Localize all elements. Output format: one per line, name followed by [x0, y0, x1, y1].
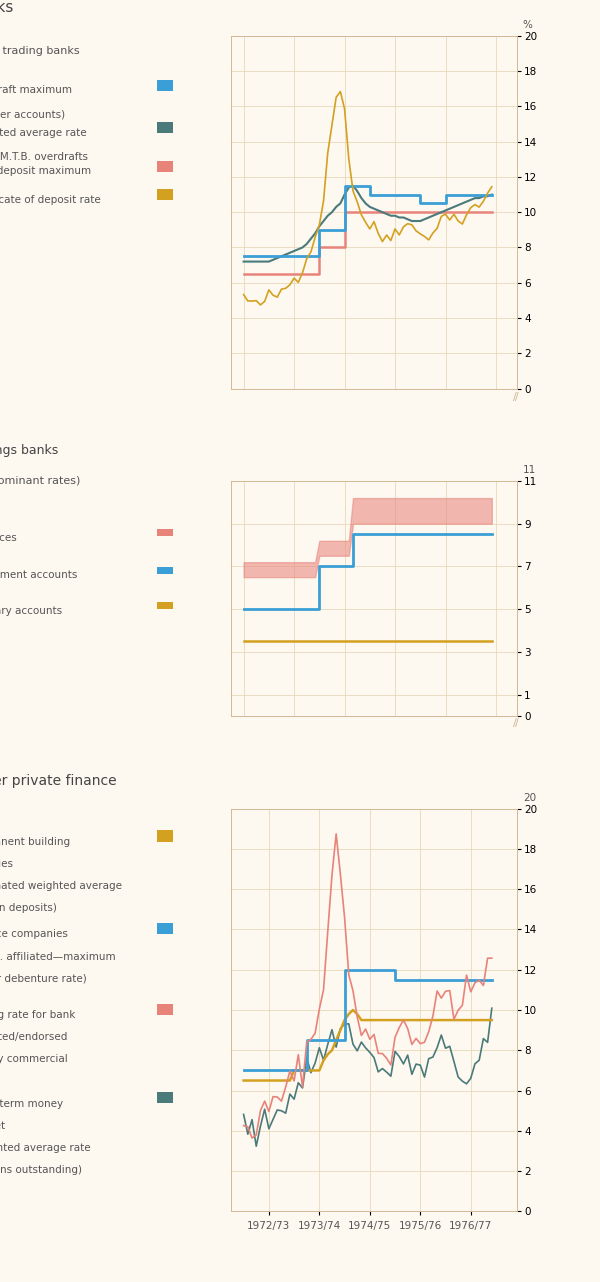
Text: market: market	[0, 1120, 5, 1131]
Text: on all M.T.B. overdrafts: on all M.T.B. overdrafts	[0, 153, 88, 163]
Text: /: /	[515, 718, 519, 728]
Bar	[157, 601, 173, 609]
Text: societies: societies	[0, 859, 14, 869]
Text: certificate of deposit rate: certificate of deposit rate	[0, 195, 100, 205]
Text: Finance companies: Finance companies	[0, 929, 68, 940]
Text: 11: 11	[523, 465, 536, 476]
Text: /: /	[513, 392, 517, 403]
Text: weighted average rate: weighted average rate	[0, 128, 86, 137]
Bar	[157, 529, 173, 536]
Text: Other private finance: Other private finance	[0, 774, 116, 788]
Text: advances: advances	[0, 533, 17, 542]
Text: Buying rate for bank: Buying rate for bank	[0, 1010, 75, 1020]
Text: Savings banks: Savings banks	[0, 445, 58, 458]
Text: 2 year debenture rate): 2 year debenture rate)	[0, 974, 86, 983]
Text: 90 day commercial: 90 day commercial	[0, 1054, 67, 1064]
Text: /: /	[515, 392, 519, 403]
Bar	[157, 831, 173, 841]
Bar	[157, 923, 173, 935]
Text: on loans outstanding): on loans outstanding)	[0, 1165, 82, 1176]
Bar	[157, 160, 173, 172]
Text: ordinary accounts: ordinary accounts	[0, 605, 62, 615]
Bar	[157, 188, 173, 200]
Text: (estimated weighted average: (estimated weighted average	[0, 881, 122, 891]
Bar	[157, 1004, 173, 1015]
Bar	[157, 567, 173, 574]
Bar	[157, 122, 173, 133]
Text: %: %	[523, 21, 533, 31]
Text: investment accounts: investment accounts	[0, 570, 77, 581]
Text: overdraft maximum: overdraft maximum	[0, 86, 71, 95]
Text: /: /	[513, 718, 517, 728]
Text: fixed deposit maximum: fixed deposit maximum	[0, 167, 91, 177]
Text: Short term money: Short term money	[0, 1099, 63, 1109]
Bar	[157, 79, 173, 91]
Text: Permanent building: Permanent building	[0, 837, 70, 846]
Text: (predominant rates): (predominant rates)	[0, 477, 80, 486]
Text: rate on deposits): rate on deposits)	[0, 904, 56, 913]
Text: (M.T.B. affiliated—maximum: (M.T.B. affiliated—maximum	[0, 951, 115, 962]
Text: 20: 20	[523, 794, 536, 803]
Text: accepted/endorsed: accepted/endorsed	[0, 1032, 68, 1042]
Text: (smaller accounts): (smaller accounts)	[0, 110, 65, 121]
Text: Major trading banks: Major trading banks	[0, 46, 79, 56]
Text: Banks: Banks	[0, 0, 14, 14]
Bar	[157, 1092, 173, 1104]
Text: (weighted average rate: (weighted average rate	[0, 1144, 91, 1153]
